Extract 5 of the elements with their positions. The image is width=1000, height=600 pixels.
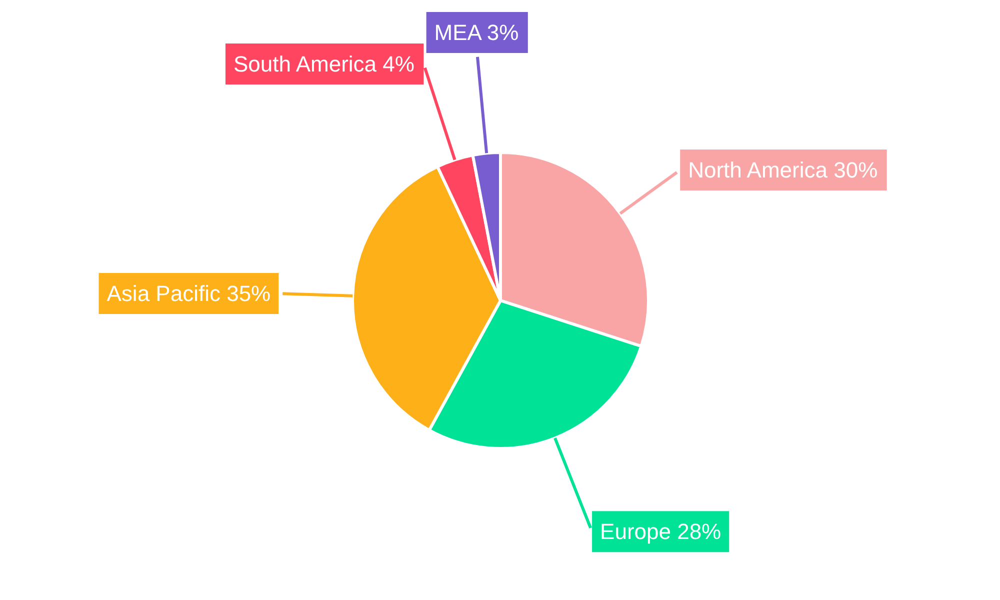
slice-label: North America 30%	[688, 158, 878, 183]
slice-label: South America 4%	[233, 52, 414, 77]
slice-label: Europe 28%	[600, 519, 722, 544]
slice-label: Asia Pacific 35%	[106, 281, 271, 306]
slice-label: MEA 3%	[434, 20, 519, 45]
